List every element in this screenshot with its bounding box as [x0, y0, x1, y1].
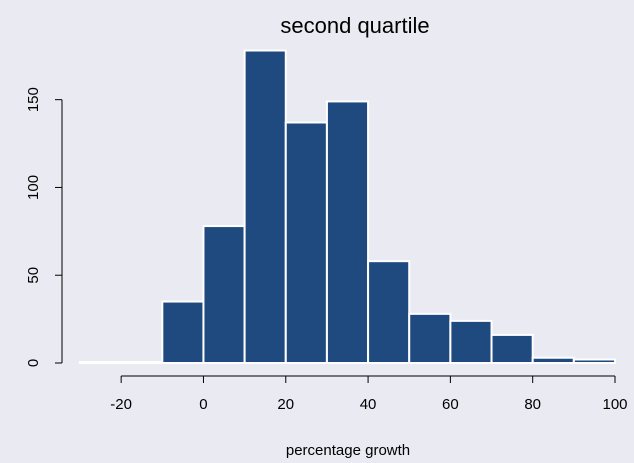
x-tick-label: -20 [110, 396, 132, 413]
y-tick-label: 0 [25, 359, 42, 367]
histogram-bar [243, 49, 287, 365]
histogram-bar [572, 358, 616, 365]
histogram-bar [120, 361, 164, 364]
chart-title: second quartile [280, 13, 429, 38]
x-tick-label: 80 [524, 396, 541, 413]
histogram-bar [408, 312, 452, 365]
y-tick-label: 100 [25, 175, 42, 200]
x-tick-label: 100 [602, 396, 627, 413]
histogram-bar [202, 225, 246, 364]
histogram-bar [79, 361, 123, 364]
y-tick-label: 150 [25, 87, 42, 112]
x-axis: -20 0 20 40 60 80 100 [110, 375, 628, 413]
histogram-bar [284, 121, 328, 364]
bars-group [79, 49, 616, 365]
histogram-bar [161, 300, 205, 364]
histogram-bar [325, 100, 370, 365]
x-axis-title: percentage growth [286, 442, 410, 459]
x-tick-label: 40 [360, 396, 377, 413]
x-tick-label: 0 [199, 396, 207, 413]
x-tick-label: 20 [277, 396, 294, 413]
histogram-bar [531, 356, 575, 365]
x-tick-label: 60 [442, 396, 459, 413]
histogram-bar [449, 319, 493, 365]
histogram-bar [490, 333, 534, 364]
y-tick-label: 50 [25, 267, 42, 284]
histogram-bar [367, 260, 411, 364]
y-axis: 0 50 100 150 [25, 87, 63, 367]
